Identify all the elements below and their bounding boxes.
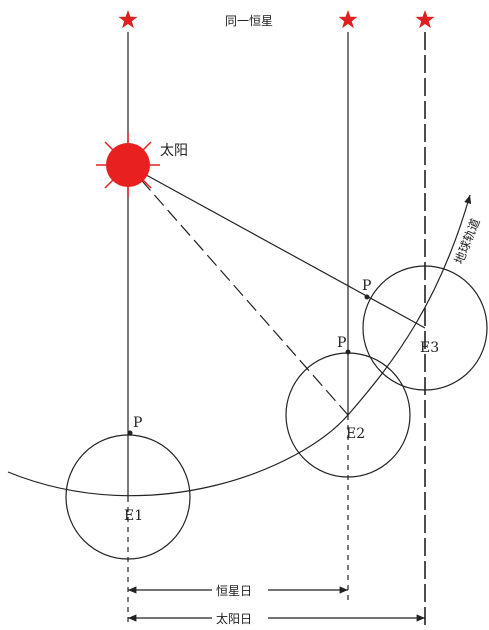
sun-label: 太阳 — [160, 143, 188, 159]
label-bg — [212, 609, 268, 627]
lines — [7, 32, 488, 625]
star — [118, 10, 138, 29]
points — [127, 294, 370, 436]
stars — [118, 10, 435, 29]
star — [338, 10, 358, 29]
earth — [362, 265, 488, 391]
label-bg — [212, 581, 268, 599]
point-label: P — [362, 278, 371, 294]
sun-line — [127, 164, 426, 329]
orbit-label: 地球轨道 — [452, 216, 483, 266]
star — [415, 10, 435, 29]
point-label: P — [337, 335, 346, 351]
sun-line — [127, 164, 349, 416]
sun — [106, 143, 150, 187]
orbit — [7, 194, 472, 497]
earth-label: E2 — [346, 426, 365, 442]
earth-label: E1 — [124, 508, 143, 524]
star-label: 同一恒星 — [225, 14, 273, 28]
solar-day: 太阳日 — [216, 611, 252, 626]
earth — [65, 434, 191, 560]
point-label: P — [133, 415, 142, 431]
earth-label: E3 — [420, 340, 439, 356]
sidereal-day: 恒星日 — [216, 584, 252, 598]
